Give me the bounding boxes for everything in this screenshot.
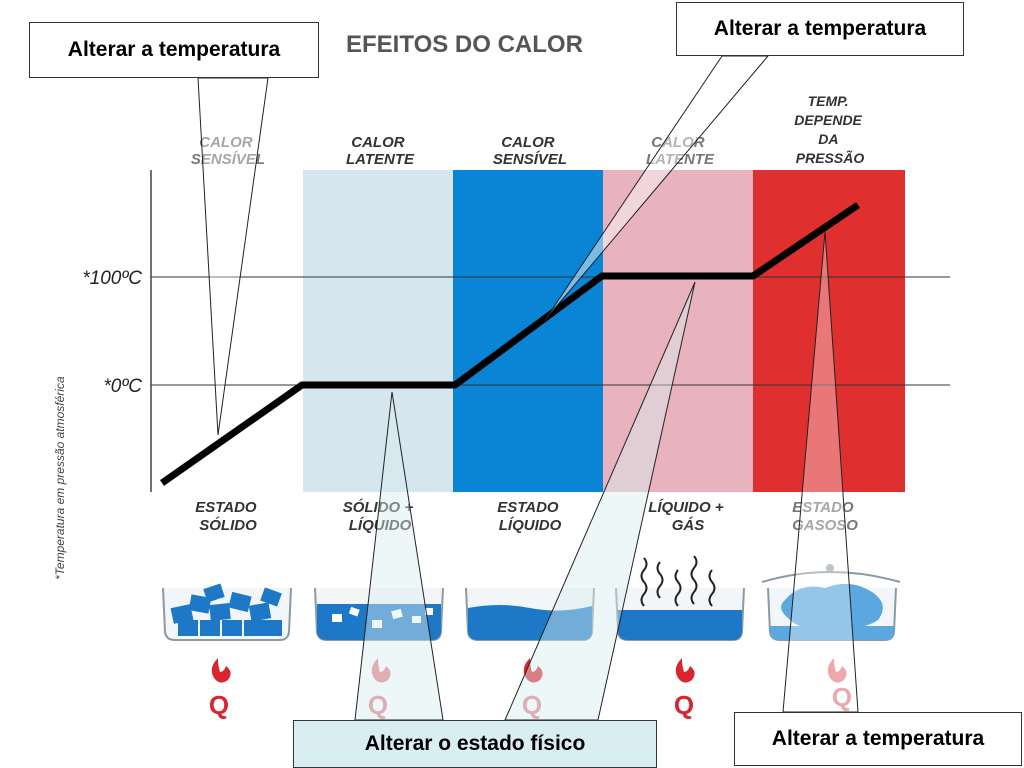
heat-q-1: Q — [209, 690, 229, 720]
callout-bottom-center: Alterar o estado físico — [293, 720, 657, 768]
water-icon — [465, 587, 595, 641]
callout-top-right: Alterar a temperatura — [676, 2, 964, 56]
melting-ice-icon — [314, 587, 444, 641]
heat-q-3: Q — [522, 690, 542, 720]
zone-2-state-line-1: SÓLIDO + — [343, 498, 414, 516]
zone-4-state-line-2: GÁS — [672, 517, 705, 534]
zone-3-header-line-2: SENSÍVEL — [493, 151, 567, 168]
zone-4-state: LÍQUIDO + GÁS — [648, 499, 728, 534]
zone-3-header: CALOR SENSÍVEL — [493, 134, 567, 168]
steam-icon — [761, 564, 901, 641]
zone-5-header-line-1: TEMP. — [808, 93, 849, 109]
callout-bottom-right: Alterar a temperatura — [734, 712, 1022, 766]
zone-4-state-line-1: LÍQUIDO + — [648, 499, 724, 516]
zone-1-state-line-2: SÓLIDO — [199, 516, 257, 534]
zone-2-header: CALOR LATENTE — [346, 134, 415, 168]
zone-1-header: CALOR SENSÍVEL — [191, 134, 265, 168]
zone-2-header-line-1: CALOR — [351, 134, 404, 151]
zone-1-state: ESTADO SÓLIDO — [195, 499, 261, 534]
heating-curve — [159, 202, 860, 486]
zone-3-header-line-1: CALOR — [501, 134, 554, 151]
zone-5-header-line-2: DEPENDE — [794, 112, 862, 128]
zone-1-header-line-2: SENSÍVEL — [191, 151, 265, 168]
zone-5-header-line-4: PRESSÃO — [796, 149, 865, 166]
zone-5-state-line-1: ESTADO — [792, 499, 854, 516]
heat-q-5: Q — [832, 682, 852, 712]
heat-q-2: Q — [368, 690, 388, 720]
diagram-title: EFEITOS DO CALOR — [346, 31, 583, 58]
zone-5-header: TEMP. DEPENDE DA PRESSÃO — [794, 93, 866, 166]
zone-5-state: ESTADO GASOSO — [792, 499, 858, 534]
zone-2-state-line-2: LÍQUIDO — [349, 517, 412, 534]
zone-bg-2 — [303, 170, 453, 492]
y-tick-100c: *100ºC — [82, 268, 142, 289]
callout-top-left: Alterar a temperatura — [29, 22, 319, 78]
zone-3-state-line-1: ESTADO — [497, 499, 559, 516]
callout-wedge-top-left — [197, 77, 269, 436]
flame-icon — [211, 658, 847, 683]
zone-1-state-line-1: ESTADO — [195, 499, 257, 516]
boiling-water-icon — [615, 555, 745, 641]
y-axis-label: *Temperatura em pressão atmosférica — [53, 376, 67, 580]
zone-5-header-line-3: DA — [818, 131, 838, 147]
callout-wedge-top-right — [544, 55, 770, 321]
zone-3-state: ESTADO LÍQUIDO — [497, 499, 563, 534]
zone-3-state-line-2: LÍQUIDO — [499, 517, 562, 534]
y-tick-0c: *0ºC — [103, 376, 142, 397]
zone-1-header-line-1: CALOR — [199, 134, 252, 151]
zone-bg-4 — [603, 170, 753, 492]
heat-q-4: Q — [674, 690, 694, 720]
ice-cubes-icon — [162, 583, 292, 641]
zone-2-state: SÓLIDO + LÍQUIDO — [343, 498, 418, 534]
zone-5-state-line-2: GASOSO — [792, 517, 858, 534]
zone-2-header-line-2: LATENTE — [346, 151, 415, 168]
